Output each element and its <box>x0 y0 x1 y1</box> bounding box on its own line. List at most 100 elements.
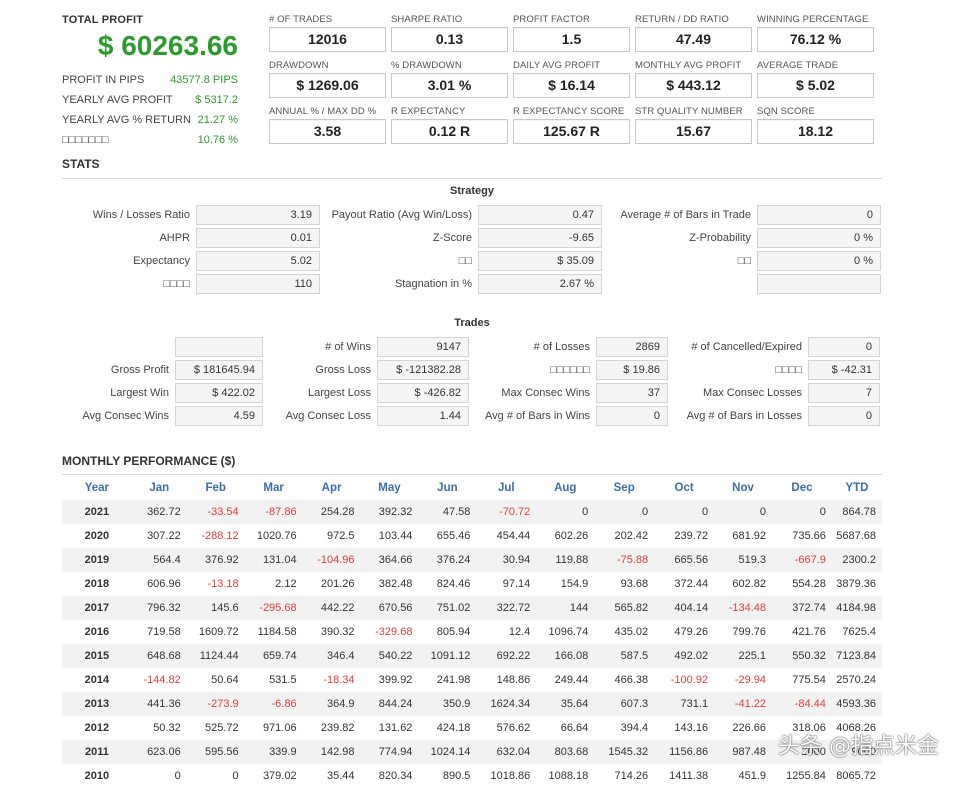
month-value-cell: 1255.84 <box>786 770 826 782</box>
year-cell: 2014 <box>84 674 110 686</box>
month-value-cell: 154.9 <box>560 578 589 590</box>
month-value-cell: 239.72 <box>674 530 709 542</box>
table-row: 2019 564.4 376.92 131.04 -104.96 364.66 376.24… <box>62 548 882 572</box>
strategy-label: AHPR <box>159 232 190 244</box>
column-header: Mar <box>263 482 284 494</box>
metric-card: DRAWDOWN $ 1269.06 <box>269 60 386 98</box>
month-value-cell: 719.58 <box>147 626 181 638</box>
metric-label: R EXPECTANCY <box>391 106 466 117</box>
strategy-label: Average # of Bars in Trade <box>620 209 751 221</box>
column-header: Jun <box>437 482 458 494</box>
column-header: Nov <box>732 482 754 494</box>
month-value-cell: 382.48 <box>378 578 413 590</box>
month-value-cell: 66.64 <box>560 722 589 734</box>
month-value-cell: 655.46 <box>436 530 471 542</box>
metric-label: DAILY AVG PROFIT <box>513 60 601 71</box>
month-value-cell: 254.28 <box>302 500 361 524</box>
strategy-value: -9.65 <box>478 228 602 248</box>
month-value-cell: 142.98 <box>302 740 361 764</box>
strategy-label: Z-Score <box>432 232 472 244</box>
month-value-cell: 864.78 <box>831 500 882 524</box>
trades-label: Largest Win <box>110 387 169 399</box>
month-value-cell: 648.68 <box>131 644 187 668</box>
month-value-cell: 731.1 <box>654 692 715 716</box>
month-value-cell: 93.68 <box>620 578 649 590</box>
summary-row: PROFIT IN PIPS 43577.8 PIPS <box>62 70 238 90</box>
month-value-cell: 346.4 <box>302 644 361 668</box>
month-value-cell: 2300.2 <box>831 548 882 572</box>
month-value-cell: -70.72 <box>476 500 537 524</box>
summary-row-value: $ 5317.2 <box>195 94 238 106</box>
metric-card: MONTHLY AVG PROFIT $ 443.12 <box>635 60 752 98</box>
month-value-cell: 2.12 <box>275 578 297 590</box>
trades-value: 4.59 <box>175 406 263 426</box>
strategy-value: 3.19 <box>196 205 320 225</box>
metric-label: ANNUAL % / MAX DD % <box>269 106 377 117</box>
month-value-cell: 632.04 <box>476 740 537 764</box>
year-cell: 2016 <box>84 626 110 638</box>
month-value-cell: -6.86 <box>244 692 303 716</box>
month-value-cell: 623.06 <box>131 740 187 764</box>
strategy-value: 0.01 <box>196 228 320 248</box>
month-value-cell: 0 <box>174 770 181 782</box>
month-value-cell: -288.12 <box>201 530 239 542</box>
month-value-cell: 972.5 <box>326 530 355 542</box>
trades-value: $ -426.82 <box>377 383 469 403</box>
trades-label: # of Cancelled/Expired <box>691 341 802 353</box>
month-value-cell: 659.74 <box>244 644 303 668</box>
month-value-cell: 0 <box>232 770 239 782</box>
month-value-cell: 492.02 <box>654 644 715 668</box>
year-cell: 2013 <box>62 692 132 716</box>
summary-row: YEARLY AVG % RETURN 21.27 % <box>62 110 238 130</box>
month-value-cell: 362.72 <box>131 500 187 524</box>
month-value-cell: 519.3 <box>714 548 772 572</box>
month-value-cell: 394.4 <box>620 722 649 734</box>
month-value-cell: 4593.36 <box>831 692 882 716</box>
month-value-cell: 0 <box>536 500 595 524</box>
metric-label: R EXPECTANCY SCORE <box>513 106 625 117</box>
month-value-cell: 454.44 <box>496 530 531 542</box>
trades-value: 7 <box>808 383 880 403</box>
month-value-cell: -104.96 <box>302 548 361 572</box>
month-value-cell: 5687.68 <box>836 530 876 542</box>
month-value-cell: 7625.4 <box>842 626 876 638</box>
month-value-cell: 8065.72 <box>836 770 876 782</box>
month-value-cell: 9000 <box>831 740 882 764</box>
table-row: 2011 623.06 595.56 339.9 142.98 774.94 1024.14… <box>62 740 882 764</box>
trades-label: Gross Profit <box>110 364 169 376</box>
month-value-cell: 4068.26 <box>836 722 876 734</box>
month-value-cell: 364.66 <box>360 548 419 572</box>
metric-card: WINNING PERCENTAGE 76.12 % <box>757 14 874 52</box>
metric-card: % DRAWDOWN 3.01 % <box>391 60 508 98</box>
table-row: 2018 606.96 -13.18 2.12 201.26 382.48 824.46 97… <box>62 572 882 596</box>
month-value-cell: 3879.36 <box>836 578 876 590</box>
month-value-cell: 466.38 <box>614 674 649 686</box>
strategy-label: Payout Ratio (Avg Win/Loss) <box>331 209 472 221</box>
month-value-cell: 12.4 <box>508 626 531 638</box>
month-value-cell: -144.82 <box>143 674 181 686</box>
strategy-label: Stagnation in % <box>394 278 472 290</box>
strategy-value: 2.67 % <box>478 274 602 294</box>
strategy-label: □□ <box>737 255 751 267</box>
month-value-cell: 0 <box>594 500 655 524</box>
trades-label: # of Wins <box>325 341 371 353</box>
month-value-cell: 774.94 <box>360 740 419 764</box>
month-value-cell: 143.16 <box>674 722 709 734</box>
year-cell: 2021 <box>62 500 132 524</box>
metric-value: 47.49 <box>635 27 752 52</box>
month-value-cell: 399.92 <box>378 674 413 686</box>
month-value-cell: 441.36 <box>131 692 187 716</box>
metric-value: 15.67 <box>635 119 752 144</box>
stats-title: STATS <box>62 157 100 171</box>
month-value-cell: -667.9 <box>772 548 832 572</box>
total-profit-label: TOTAL PROFIT <box>62 14 144 26</box>
month-value-cell: 606.96 <box>147 578 181 590</box>
month-value-cell: 554.28 <box>792 578 826 590</box>
month-value-cell: 148.86 <box>496 674 531 686</box>
metric-label: # OF TRADES <box>269 14 333 25</box>
month-value-cell: 550.32 <box>772 644 832 668</box>
table-row: 2012 50.32 525.72 971.06 239.82 131.62 424.18 5… <box>62 716 882 740</box>
year-cell: 2010 <box>84 770 110 782</box>
month-value-cell: -134.48 <box>714 596 772 620</box>
metric-label: % DRAWDOWN <box>391 60 462 71</box>
